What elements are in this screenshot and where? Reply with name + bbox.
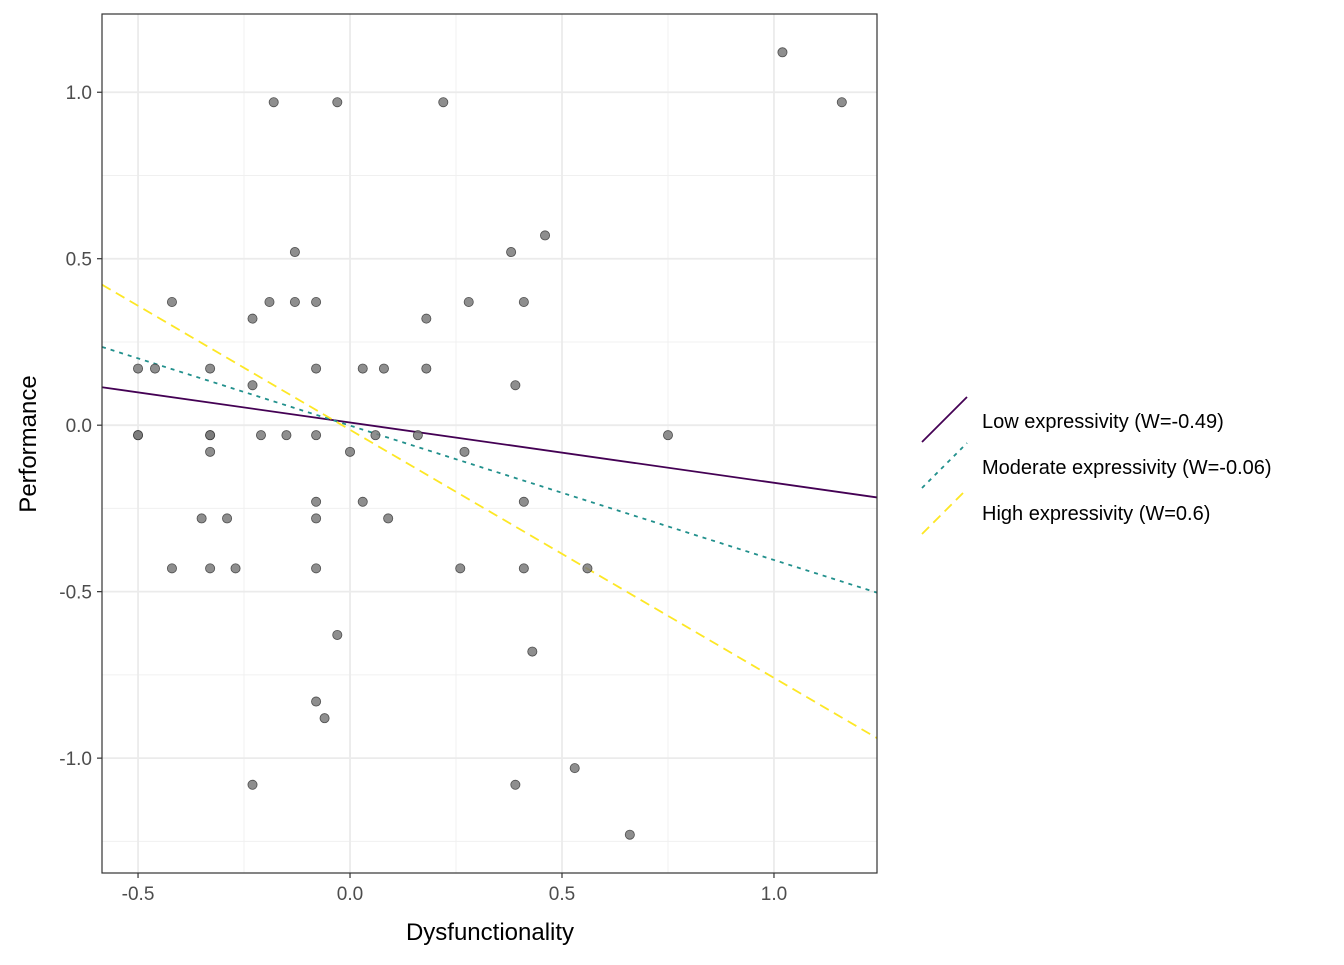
data-point: [357, 496, 368, 507]
y-tick-label: -0.5: [59, 583, 92, 604]
data-point: [289, 296, 300, 307]
data-point: [319, 713, 330, 724]
legend-label: High expressivity (W=0.6): [982, 503, 1210, 525]
data-point: [205, 430, 216, 441]
data-point: [540, 230, 551, 241]
data-point: [518, 496, 529, 507]
y-tick-label: -1.0: [59, 749, 92, 770]
data-point: [518, 563, 529, 574]
data-point: [311, 363, 322, 374]
data-point: [222, 513, 233, 524]
data-point: [255, 430, 266, 441]
data-point: [205, 446, 216, 457]
data-point: [264, 296, 275, 307]
y-axis-label: Performance: [15, 375, 42, 512]
legend-key-1: [921, 442, 968, 489]
x-tick-label: 1.0: [761, 884, 787, 905]
data-point: [311, 430, 322, 441]
x-axis-label: Dysfunctionality: [406, 919, 574, 946]
data-point: [527, 646, 538, 657]
legend-key-2: [921, 488, 968, 535]
data-point: [166, 296, 177, 307]
data-point: [133, 430, 144, 441]
data-point: [777, 47, 788, 58]
data-point: [196, 513, 207, 524]
data-point: [370, 430, 381, 441]
data-point: [510, 779, 521, 790]
data-point: [378, 363, 389, 374]
data-point: [230, 563, 241, 574]
data-point: [289, 247, 300, 258]
data-point: [510, 380, 521, 391]
data-point: [311, 513, 322, 524]
data-point: [836, 97, 847, 108]
data-point: [345, 446, 356, 457]
data-point: [459, 446, 470, 457]
data-point: [311, 696, 322, 707]
x-tick-label: -0.5: [122, 884, 155, 905]
data-point: [582, 563, 593, 574]
data-point: [205, 563, 216, 574]
data-point: [518, 296, 529, 307]
x-axis-ticks: -0.5 0.0 0.5 1.0: [122, 873, 787, 905]
data-point: [205, 363, 216, 374]
y-tick-label: 1.0: [66, 83, 92, 104]
legend-label: Low expressivity (W=-0.49): [982, 411, 1224, 433]
data-point: [569, 763, 580, 774]
data-point: [332, 97, 343, 108]
data-point: [624, 829, 635, 840]
data-points: [133, 47, 847, 840]
x-tick-label: 0.5: [549, 884, 575, 905]
data-point: [311, 563, 322, 574]
data-point: [383, 513, 394, 524]
data-point: [412, 430, 423, 441]
x-tick-label: 0.0: [337, 884, 363, 905]
data-point: [421, 313, 432, 324]
panel-border: [101, 13, 878, 874]
grid: [102, 14, 877, 873]
data-point: [311, 496, 322, 507]
data-point: [133, 363, 144, 374]
regression-line-2: [101, 283, 878, 739]
y-tick-label: 0.5: [66, 250, 92, 271]
data-point: [268, 97, 279, 108]
regression-line-1: [101, 346, 878, 594]
regression-line-0: [101, 386, 878, 499]
data-point: [166, 563, 177, 574]
data-point: [247, 779, 258, 790]
data-point: [421, 363, 432, 374]
regression-lines: [101, 283, 878, 739]
legend: Low expressivity (W=-0.49) Moderate expre…: [921, 396, 1272, 535]
data-point: [281, 430, 292, 441]
data-point: [455, 563, 466, 574]
data-point: [506, 247, 517, 258]
data-point: [662, 430, 673, 441]
data-point: [463, 296, 474, 307]
data-point: [149, 363, 160, 374]
data-point: [247, 380, 258, 391]
data-point: [311, 296, 322, 307]
y-axis-ticks: -1.0 -0.5 0.0 0.5 1.0: [59, 83, 102, 770]
y-tick-label: 0.0: [66, 416, 92, 437]
legend-key-0: [921, 396, 968, 443]
data-point: [332, 629, 343, 640]
legend-label: Moderate expressivity (W=-0.06): [982, 457, 1272, 479]
data-point: [438, 97, 449, 108]
data-point: [357, 363, 368, 374]
data-point: [247, 313, 258, 324]
